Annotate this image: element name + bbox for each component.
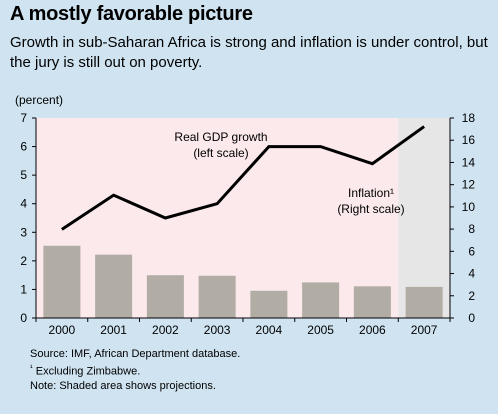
right-tick-label-8: 8 [468, 222, 475, 236]
chart-notes: Source: IMF, African Department database… [30, 347, 240, 393]
bar-2004 [250, 290, 288, 318]
bar-2007 [405, 286, 443, 318]
x-tick-label-2001: 2001 [100, 323, 127, 337]
right-tick-label-4: 4 [468, 267, 475, 281]
bar-2005 [302, 282, 340, 318]
bar-2003 [198, 275, 236, 318]
bar-2001 [95, 254, 133, 318]
left-tick-label-4: 4 [20, 197, 27, 211]
right-tick-label-18: 18 [462, 111, 476, 125]
series-label-1-line-0: Inflation¹ [348, 186, 394, 200]
footnote: ¹ Excluding Zimbabwe. [30, 361, 240, 379]
x-tick-label-2004: 2004 [256, 323, 283, 337]
x-tick-label-2003: 2003 [204, 323, 231, 337]
source-note: Source: IMF, African Department database… [30, 348, 241, 360]
series-label-0-line-0: Real GDP growth [174, 130, 267, 144]
right-tick-label-6: 6 [468, 244, 475, 258]
series-label-1-line-1: (Right scale) [337, 202, 404, 216]
shading-note: Note: Shaded area shows projections. [30, 379, 216, 392]
projection-shade-0 [398, 118, 450, 318]
bar-2000 [43, 245, 81, 318]
right-tick-label-12: 12 [462, 178, 476, 192]
left-tick-label-1: 1 [20, 282, 27, 296]
bar-2002 [146, 275, 184, 318]
footnote-text: Excluding Zimbabwe. [35, 365, 141, 378]
gdp-growth-line [61, 125, 425, 231]
left-tick-label-2: 2 [20, 254, 27, 268]
y-axis-unit-label: (percent) [15, 93, 64, 107]
left-tick-label-3: 3 [20, 225, 27, 239]
right-tick-label-2: 2 [468, 289, 475, 303]
footnote-mark: ¹ [30, 363, 33, 372]
bar-2006 [353, 286, 391, 318]
right-tick-label-14: 14 [462, 155, 476, 169]
right-tick-label-10: 10 [462, 200, 476, 214]
left-tick-label-6: 6 [20, 140, 27, 154]
left-tick-label-5: 5 [20, 168, 27, 182]
x-tick-label-2000: 2000 [49, 323, 76, 337]
chart-title: A mostly favorable picture [10, 3, 253, 25]
series-label-0-line-1: (left scale) [193, 146, 248, 160]
x-tick-label-2006: 2006 [359, 323, 386, 337]
right-tick-label-16: 16 [462, 133, 476, 147]
chart-subtitle: Growth in sub-Saharan Africa is strong a… [10, 34, 488, 71]
right-tick-label-0: 0 [468, 311, 475, 325]
x-tick-label-2007: 2007 [411, 323, 438, 337]
x-tick-label-2005: 2005 [307, 323, 334, 337]
x-tick-label-2002: 2002 [152, 323, 179, 337]
left-tick-label-0: 0 [20, 311, 27, 325]
left-tick-label-7: 7 [20, 111, 27, 125]
